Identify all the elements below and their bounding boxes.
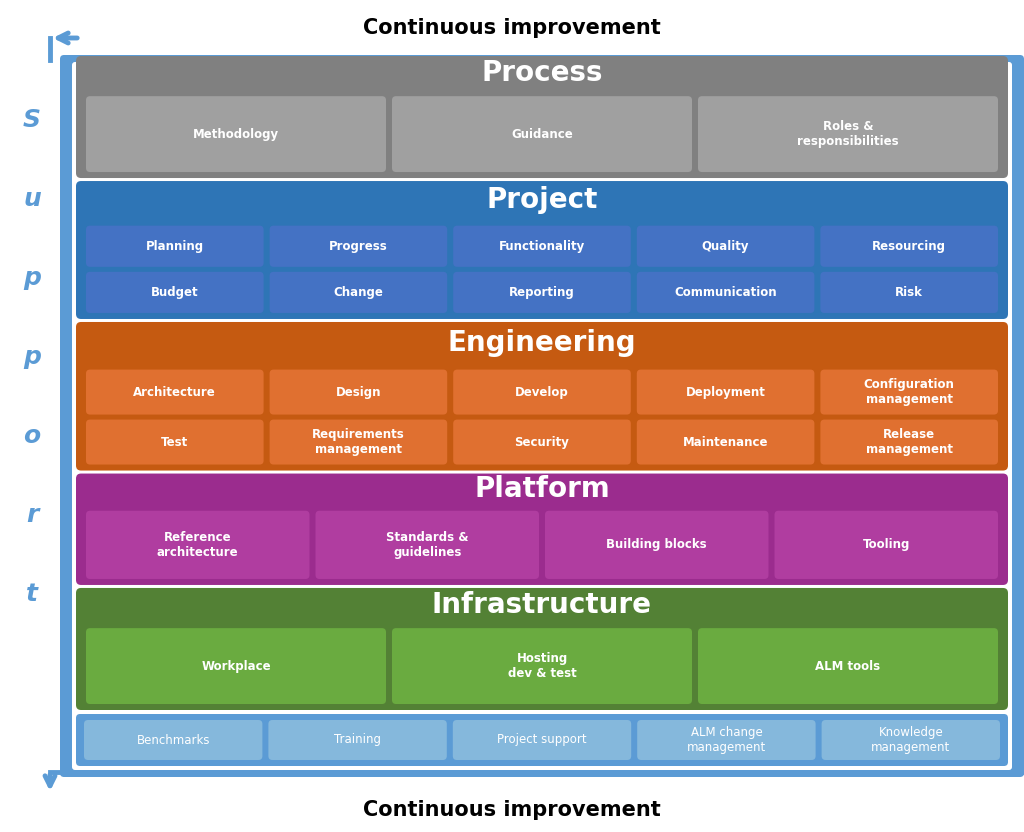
FancyBboxPatch shape [76, 181, 1008, 319]
Text: Training: Training [334, 734, 381, 746]
FancyBboxPatch shape [269, 369, 447, 414]
Text: Resourcing: Resourcing [872, 240, 946, 253]
FancyBboxPatch shape [315, 511, 539, 579]
Text: Architecture: Architecture [133, 385, 216, 399]
Text: Methodology: Methodology [193, 127, 280, 141]
Text: Communication: Communication [674, 286, 777, 299]
FancyBboxPatch shape [454, 369, 631, 414]
Text: o: o [24, 424, 41, 448]
Text: Configuration
management: Configuration management [864, 378, 954, 406]
FancyBboxPatch shape [72, 62, 1012, 770]
Text: Hosting
dev & test: Hosting dev & test [508, 652, 577, 680]
Text: Design: Design [336, 385, 381, 399]
Text: Engineering: Engineering [447, 329, 636, 357]
FancyBboxPatch shape [392, 97, 692, 172]
FancyBboxPatch shape [637, 720, 815, 760]
FancyBboxPatch shape [86, 511, 309, 579]
Text: Tooling: Tooling [862, 538, 910, 552]
FancyBboxPatch shape [698, 97, 998, 172]
FancyBboxPatch shape [821, 720, 1000, 760]
Text: Planning: Planning [145, 240, 204, 253]
FancyBboxPatch shape [820, 272, 998, 313]
FancyBboxPatch shape [84, 720, 262, 760]
Text: Release
management: Release management [865, 428, 952, 456]
Text: Develop: Develop [515, 385, 569, 399]
FancyBboxPatch shape [76, 473, 1008, 585]
FancyBboxPatch shape [545, 511, 768, 579]
Text: Maintenance: Maintenance [683, 436, 768, 448]
Text: Benchmarks: Benchmarks [136, 734, 210, 746]
Text: Roles &
responsibilities: Roles & responsibilities [798, 120, 899, 148]
FancyBboxPatch shape [76, 322, 1008, 471]
Text: Test: Test [161, 436, 188, 448]
Text: Reporting: Reporting [509, 286, 574, 299]
Text: Process: Process [481, 59, 603, 87]
FancyBboxPatch shape [637, 225, 814, 267]
FancyBboxPatch shape [637, 419, 814, 464]
Text: ALM tools: ALM tools [815, 660, 881, 672]
Text: Workplace: Workplace [201, 660, 270, 672]
Text: p: p [24, 266, 41, 290]
FancyBboxPatch shape [269, 272, 447, 313]
FancyBboxPatch shape [76, 588, 1008, 710]
FancyBboxPatch shape [86, 419, 263, 464]
Text: p: p [24, 345, 41, 369]
FancyBboxPatch shape [698, 628, 998, 704]
Text: Deployment: Deployment [686, 385, 766, 399]
FancyBboxPatch shape [268, 720, 446, 760]
Text: Risk: Risk [895, 286, 924, 299]
Text: Quality: Quality [701, 240, 750, 253]
FancyBboxPatch shape [269, 225, 447, 267]
FancyBboxPatch shape [454, 225, 631, 267]
Text: Standards &
guidelines: Standards & guidelines [386, 531, 469, 559]
Text: ALM change
management: ALM change management [687, 726, 766, 754]
Text: Reference
architecture: Reference architecture [157, 531, 239, 559]
FancyBboxPatch shape [820, 225, 998, 267]
FancyBboxPatch shape [637, 272, 814, 313]
Text: Continuous improvement: Continuous improvement [364, 18, 660, 38]
FancyBboxPatch shape [86, 369, 263, 414]
FancyBboxPatch shape [269, 419, 447, 464]
Text: S: S [23, 108, 41, 132]
FancyBboxPatch shape [637, 369, 814, 414]
Text: t: t [26, 582, 38, 606]
Text: Project support: Project support [498, 734, 587, 746]
Text: Building blocks: Building blocks [606, 538, 707, 552]
FancyBboxPatch shape [86, 97, 386, 172]
FancyBboxPatch shape [76, 56, 1008, 178]
Text: Budget: Budget [151, 286, 199, 299]
Text: Platform: Platform [474, 475, 610, 503]
Text: Knowledge
management: Knowledge management [871, 726, 950, 754]
Text: Change: Change [334, 286, 383, 299]
FancyBboxPatch shape [60, 55, 1024, 777]
FancyBboxPatch shape [86, 628, 386, 704]
FancyBboxPatch shape [774, 511, 998, 579]
FancyBboxPatch shape [86, 225, 263, 267]
Text: Progress: Progress [329, 240, 388, 253]
Text: Requirements
management: Requirements management [312, 428, 404, 456]
FancyBboxPatch shape [76, 714, 1008, 766]
Text: r: r [26, 503, 38, 527]
Text: Infrastructure: Infrastructure [432, 591, 652, 619]
Text: Continuous improvement: Continuous improvement [364, 800, 660, 820]
FancyBboxPatch shape [820, 369, 998, 414]
Text: Functionality: Functionality [499, 240, 585, 253]
FancyBboxPatch shape [820, 419, 998, 464]
FancyBboxPatch shape [86, 272, 263, 313]
FancyBboxPatch shape [453, 720, 631, 760]
Text: Project: Project [486, 186, 598, 215]
Text: Security: Security [515, 436, 569, 448]
Text: Guidance: Guidance [511, 127, 572, 141]
FancyBboxPatch shape [454, 272, 631, 313]
FancyBboxPatch shape [454, 419, 631, 464]
Text: u: u [24, 187, 41, 211]
FancyBboxPatch shape [392, 628, 692, 704]
